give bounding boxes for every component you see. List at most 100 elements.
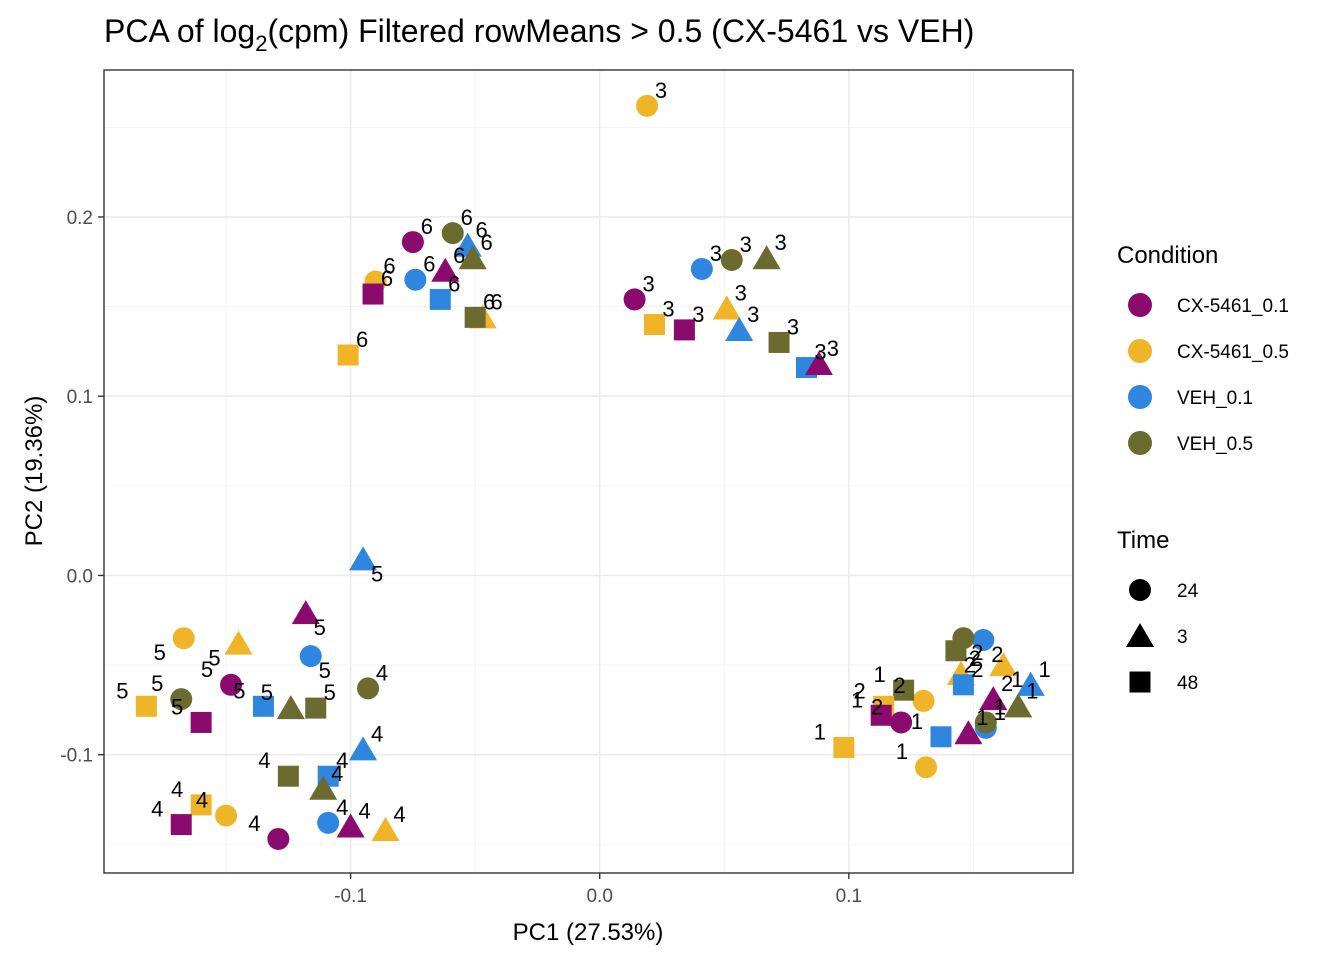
data-point [305, 697, 327, 719]
point-label: 1 [1011, 667, 1023, 692]
data-point [464, 306, 486, 328]
point-label: 3 [827, 336, 839, 361]
point-label: 5 [371, 561, 383, 586]
point-label: 5 [319, 658, 331, 683]
data-point [135, 695, 157, 717]
point-label: 1 [896, 739, 908, 764]
y-tick-label: 0.2 [67, 208, 93, 229]
point-label: 2 [1001, 671, 1013, 696]
point-label: 6 [423, 252, 435, 277]
data-point [752, 245, 781, 270]
point-label: 2 [893, 673, 905, 698]
data-point [989, 652, 1018, 677]
grid-lines [104, 70, 1073, 873]
point-label: 6 [483, 289, 495, 314]
data-point [972, 628, 995, 651]
data-point [623, 288, 646, 311]
point-label: 1 [911, 709, 923, 734]
point-label: 3 [774, 230, 786, 255]
y-axis-ticks: -0.1 0.0 0.1 0.2 [60, 208, 104, 767]
point-label: 4 [393, 802, 405, 827]
point-label: 4 [151, 797, 163, 822]
data-point [349, 546, 378, 571]
data-point [644, 314, 666, 336]
data-point [952, 674, 974, 696]
point-label: 5 [171, 694, 183, 719]
point-label: 3 [662, 297, 674, 322]
point-label: 2 [971, 657, 983, 682]
x-tick-label: 0.1 [836, 886, 862, 907]
legend-condition-label: VEH_0.1 [1177, 388, 1253, 409]
legend-time: Time 24 3 48 [1117, 527, 1199, 694]
point-label: 6 [461, 205, 473, 230]
point-label: 4 [336, 795, 348, 820]
legend-time-label: 48 [1177, 673, 1198, 694]
legend-condition-key [1128, 385, 1152, 409]
point-label: 3 [642, 271, 654, 296]
data-point [357, 677, 380, 700]
data-point [915, 756, 938, 779]
data-point [712, 295, 741, 320]
point-label: 2 [991, 642, 1003, 667]
point-label: 5 [116, 678, 128, 703]
legend-time-key [1129, 671, 1151, 693]
point-label: 4 [248, 811, 260, 836]
point-label: 3 [710, 241, 722, 266]
point-label: 5 [154, 640, 166, 665]
data-point [371, 816, 400, 842]
data-point [673, 319, 695, 341]
data-point [636, 94, 659, 117]
plot-border [103, 69, 1074, 874]
data-point [291, 600, 320, 625]
point-label: 3 [735, 280, 747, 305]
point-label: 6 [383, 254, 395, 279]
point-label: 3 [747, 302, 759, 327]
point-label: 1 [976, 705, 988, 730]
point-label: 1 [1039, 657, 1051, 682]
point-label: 2 [971, 640, 983, 665]
data-points [135, 94, 1045, 850]
data-point [170, 814, 192, 836]
data-point [725, 316, 754, 341]
point-label: 1 [1026, 678, 1038, 703]
data-point [277, 765, 299, 787]
data-point [458, 245, 487, 270]
data-point [431, 257, 460, 282]
point-label: 1 [873, 662, 885, 687]
data-point [172, 627, 195, 650]
data-point [690, 257, 713, 280]
point-label: 1 [814, 720, 826, 745]
data-point [276, 695, 305, 720]
point-label: 6 [453, 243, 465, 268]
point-label: 2 [871, 694, 883, 719]
legend-condition-key [1128, 293, 1152, 317]
x-axis-ticks: -0.1 0.0 0.1 [334, 873, 862, 907]
legend-condition-label: CX-5461_0.1 [1177, 296, 1289, 317]
x-tick-label: 0.0 [586, 886, 612, 907]
data-point [954, 720, 983, 745]
data-point [252, 695, 274, 717]
data-point [317, 811, 340, 834]
point-label: 4 [258, 748, 270, 773]
point-label: 2 [969, 646, 981, 671]
point-label: 3 [814, 340, 826, 365]
point-label: 6 [381, 266, 393, 291]
data-point [930, 726, 952, 748]
data-point [267, 827, 290, 850]
data-point [890, 711, 913, 734]
x-axis-title: PC1 (27.53%) [513, 919, 664, 946]
point-label: 4 [336, 748, 348, 773]
plot-background [104, 70, 1073, 873]
data-point [979, 686, 1008, 711]
point-label: 1 [994, 694, 1006, 719]
point-label: 1 [851, 687, 863, 712]
point-label: 5 [261, 680, 273, 705]
legend-condition-key [1128, 431, 1152, 455]
legend-condition-label: CX-5461_0.5 [1177, 342, 1289, 363]
y-axis-title: PC2 (19.36%) [21, 396, 48, 547]
point-label: 4 [171, 777, 183, 802]
point-label: 6 [481, 230, 493, 255]
legend-time-key [1125, 623, 1155, 648]
